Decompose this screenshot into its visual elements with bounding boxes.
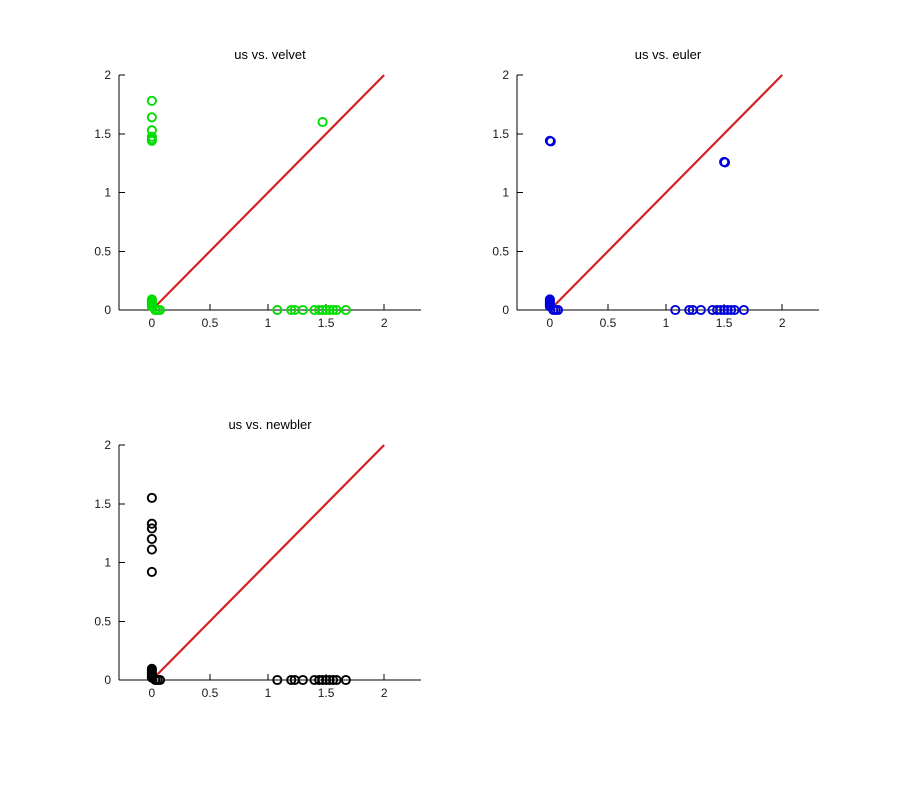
data-point: [272, 674, 283, 686]
x-tick-label: 0: [547, 316, 554, 330]
data-point: [545, 136, 556, 147]
scatter-plot-euler: 0 0.5 1 1.5 2 0 0.5 1 1.5 2: [492, 68, 819, 330]
y-tick-label: 1: [502, 186, 509, 200]
data-point: [544, 294, 555, 305]
subplot-us-vs-euler: 0 0.5 1 1.5 2 0 0.5 1 1.5 2: [447, 40, 867, 350]
y-tick-label: 1.5: [94, 127, 111, 141]
x-tick-label: 1: [265, 686, 272, 700]
data-point: [729, 304, 740, 316]
identity-line: [151, 74, 385, 311]
subplot-us-vs-velvet: 0 0.5 1 1.5 2 0 0.5 1 1.5 2: [49, 40, 469, 350]
identity-line: [549, 74, 783, 311]
x-tick-label: 2: [381, 316, 388, 330]
x-tick-label: 1: [265, 316, 272, 330]
data-point: [695, 304, 706, 316]
data-point: [321, 674, 332, 686]
data-point: [314, 674, 325, 686]
data-point: [317, 674, 328, 686]
data-point: [670, 304, 681, 316]
data-point: [286, 304, 297, 316]
x-tick-label: 2: [779, 316, 786, 330]
scatter-plot-newbler: 0 0.5 1 1.5 2 0 0.5 1 1.5 2: [94, 438, 421, 700]
data-point: [328, 674, 339, 686]
x-tick-label: 0.5: [202, 316, 219, 330]
data-point: [146, 131, 157, 142]
data-point: [738, 304, 749, 316]
data-point: [146, 294, 157, 305]
y-tick-label: 0.5: [492, 244, 509, 258]
x-tick-label: 1.5: [716, 316, 733, 330]
x-tick-label: 1.5: [318, 686, 335, 700]
data-point: [317, 304, 328, 316]
x-tick-label: 1.5: [318, 316, 335, 330]
data-point: [324, 674, 335, 686]
data-point: [146, 95, 157, 106]
plot-title-newbler: us vs. newbler: [228, 417, 312, 432]
data-point: [715, 304, 726, 316]
y-tick-label: 0.5: [94, 614, 111, 628]
y-tick-label: 1: [104, 186, 111, 200]
data-point: [146, 492, 157, 503]
data-point: [324, 304, 335, 316]
data-point: [286, 674, 297, 686]
y-tick-label: 1.5: [492, 127, 509, 141]
y-tick-label: 0: [104, 303, 111, 317]
x-tick-label: 0.5: [202, 686, 219, 700]
data-point: [146, 566, 157, 577]
data-point: [340, 304, 351, 316]
y-tick-label: 2: [104, 68, 111, 82]
data-point: [314, 304, 325, 316]
y-tick-label: 1.5: [94, 497, 111, 511]
y-tick-label: 2: [502, 68, 509, 82]
data-point: [719, 304, 730, 316]
data-point: [146, 663, 157, 674]
x-tick-label: 0: [149, 686, 156, 700]
data-point: [321, 304, 332, 316]
y-tick-label: 2: [104, 438, 111, 452]
data-point: [340, 674, 351, 686]
data-point: [146, 112, 157, 123]
y-tick-label: 0: [104, 673, 111, 687]
scatter-plot-velvet: 0 0.5 1 1.5 2 0 0.5 1 1.5 2: [94, 68, 421, 330]
y-tick-label: 1: [104, 556, 111, 570]
data-point: [331, 674, 342, 686]
x-tick-label: 1: [663, 316, 670, 330]
identity-line: [151, 444, 385, 681]
data-point: [154, 304, 166, 316]
subplot-us-vs-newbler: 0 0.5 1 1.5 2 0 0.5 1 1.5 2: [49, 410, 469, 720]
x-tick-label: 2: [381, 686, 388, 700]
x-tick-label: 0.5: [600, 316, 617, 330]
y-tick-label: 0: [502, 303, 509, 317]
y-tick-label: 0.5: [94, 244, 111, 258]
plot-title-velvet: us vs. velvet: [234, 47, 306, 62]
data-point: [684, 304, 695, 316]
data-point: [272, 304, 283, 316]
data-point: [146, 544, 157, 555]
data-point: [712, 304, 723, 316]
data-point: [297, 674, 308, 686]
data-point: [146, 533, 157, 545]
data-point: [328, 304, 339, 316]
data-point: [317, 116, 328, 128]
data-point: [146, 125, 157, 136]
data-point: [297, 304, 308, 316]
data-point: [726, 304, 737, 316]
data-point: [154, 674, 166, 686]
data-point: [331, 304, 342, 316]
x-tick-label: 0: [149, 316, 156, 330]
data-point: [146, 518, 157, 529]
data-point: [719, 157, 731, 168]
data-point: [722, 304, 733, 316]
data-point: [552, 304, 564, 316]
plot-title-euler: us vs. euler: [634, 47, 702, 62]
data-point: [146, 523, 157, 534]
